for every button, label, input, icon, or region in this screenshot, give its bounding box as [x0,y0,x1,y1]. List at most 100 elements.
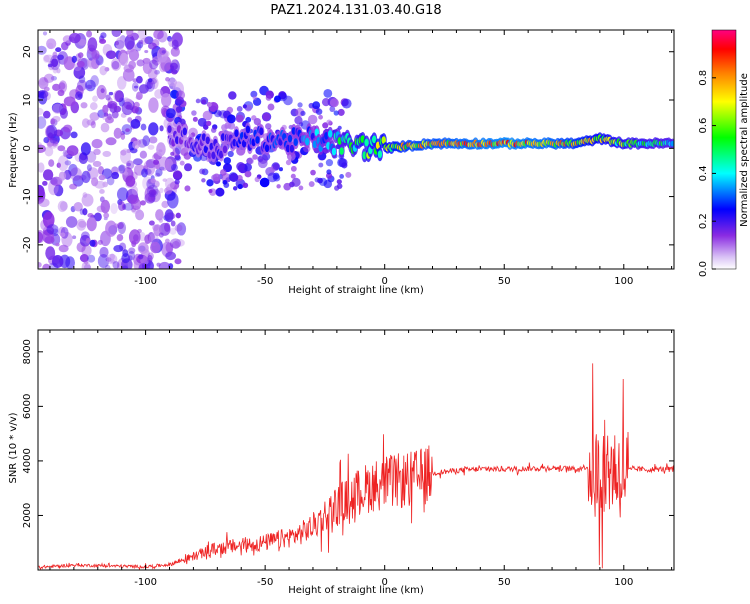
spectrogram-noise-cell [148,136,158,144]
spectrogram-ridge-cell [371,135,377,144]
spectrogram-noise-cell [111,60,120,70]
spectrogram-noise-cell [46,224,59,235]
spectrogram-scatter-cell [250,90,258,98]
spectrogram-noise-cell [55,47,62,53]
spectrogram-noise-cell [174,258,182,265]
spectrogram-noise-cell [140,37,149,45]
spectrogram-scatter-cell [229,173,239,182]
spectrogram-noise-cell [51,254,64,268]
spectrogram-noise-cell [42,180,48,186]
spectrogram-noise-cell [76,218,87,231]
spectrogram-ridge-cell [218,150,224,159]
spectrogram-noise-cell [42,169,54,181]
spectrogram-noise-cell [169,238,182,249]
spectrogram-noise-cell [137,242,149,254]
spectrogram-scatter-cell [290,173,296,179]
spectrogram-noise-cell [91,177,99,187]
colorbar-tick-label: 0.0 [698,261,709,277]
spectrogram-noise-cell [102,113,107,120]
spectrogram-noise-cell [136,91,143,101]
spectrogram-noise-cell [86,164,92,172]
spectrogram-noise-cell [85,79,96,92]
spectrogram-noise-cell [157,30,168,43]
spectrogram-noise-cell [130,198,142,211]
spectrogram-noise-cell [58,171,67,181]
spectrogram-noise-cell [153,30,164,40]
spectrogram-scatter-cell [202,110,213,121]
spectrogram-noise-cell [42,77,47,83]
snr-ytick-label: 2000 [22,503,33,528]
spectrogram-scatter-cell [329,98,339,108]
spectrogram-noise-cell [79,254,89,263]
spectrogram-noise-cell [171,39,179,50]
spectrogram-noise-cell [38,45,47,55]
spectrogram-heatmap [38,30,674,269]
spectrogram-noise-cell [131,81,139,92]
spectrogram-scatter-cell [338,158,348,168]
spectrogram-noise-cell [57,89,65,97]
spectrogram-noise-cell [99,38,107,44]
spectrogram-scatter-cell [237,183,243,190]
spectrogram-noise-cell [42,211,55,229]
spectrogram-scatter-cell [325,159,334,167]
spectrogram-scatter-cell [265,95,272,101]
spectrogram-noise-cell [87,212,94,218]
spectrogram-scatter-cell [228,91,237,100]
spectrogram-scatter-cell [215,161,221,167]
spectrogram-scatter-cell [214,109,222,118]
spectrogram-noise-cell [81,193,94,207]
spectrogram-noise-cell [68,32,81,44]
colorbar-tick-label: 0.6 [698,118,709,134]
spectrogram-noise-cell [138,39,144,45]
spectrogram-noise-cell [170,220,176,227]
spectrogram-noise-cell [92,95,98,102]
spectrogram-noise-cell [105,220,118,237]
spectrogram-noise-cell [164,222,171,232]
spectrogram-scatter-cell [318,177,328,187]
spectrogram-noise-cell [57,155,69,172]
spectrogram-noise-cell [125,104,132,110]
spectrogram-noise-cell [99,246,109,258]
spectrogram-noise-cell [164,177,175,190]
spectrogram-ridge-cell [339,147,344,155]
spectrogram-noise-cell [144,78,155,92]
spectrogram-scatter-cell [308,181,315,188]
spectrogram-noise-cell [86,217,97,232]
spectrogram-noise-cell [85,237,91,244]
snr-ticks: -100 -50 0 50 100 2000 4000 6000 8000 [22,330,674,588]
spectrogram-noise-cell [43,73,55,84]
spectrogram-noise-cell [138,84,149,94]
spectrogram-noise-cell [50,75,57,81]
spectrogram-scatter-cell [199,168,206,175]
spectrogram-scatter-cell [265,123,272,130]
snr-xtick-label: -50 [257,577,273,588]
snr-frame [37,329,675,571]
spectrogram-noise-cell [47,63,53,68]
spectrogram-noise-cell [62,124,73,133]
spectrogram-ylabel: Frequency (Hz) [8,112,19,188]
spectrogram-noise-cell [87,254,96,263]
spectrogram-scatter-cell [242,182,249,188]
spectrogram-noise-cell [122,265,129,269]
spectrogram-noise-cell [159,187,164,194]
spectrogram-noise-cell [170,46,180,57]
spectrogram-noise-cell [154,172,161,177]
spectrogram-noise-cell [116,233,124,242]
spectrogram-scatter-cell [192,116,198,122]
snr-series-line [38,363,674,570]
spectrogram-noise-cell [119,52,129,66]
spectrogram-noise-cell [89,112,100,121]
spectrogram-scatter-cell [206,179,214,187]
spectrogram-noise-cell [97,254,110,269]
spectrogram-noise-cell [82,192,88,198]
spectrogram-noise-cell [128,229,141,245]
spectrogram-noise-cell [76,60,85,68]
spectrogram-scatter-cell [175,106,183,113]
spectrogram-noise-cell [154,69,160,75]
spectrogram-ridge-cell [293,138,298,146]
spectrogram-scatter-cell [172,169,182,179]
spectrogram-noise-cell [59,108,68,119]
spectrogram-noise-cell [43,136,50,144]
